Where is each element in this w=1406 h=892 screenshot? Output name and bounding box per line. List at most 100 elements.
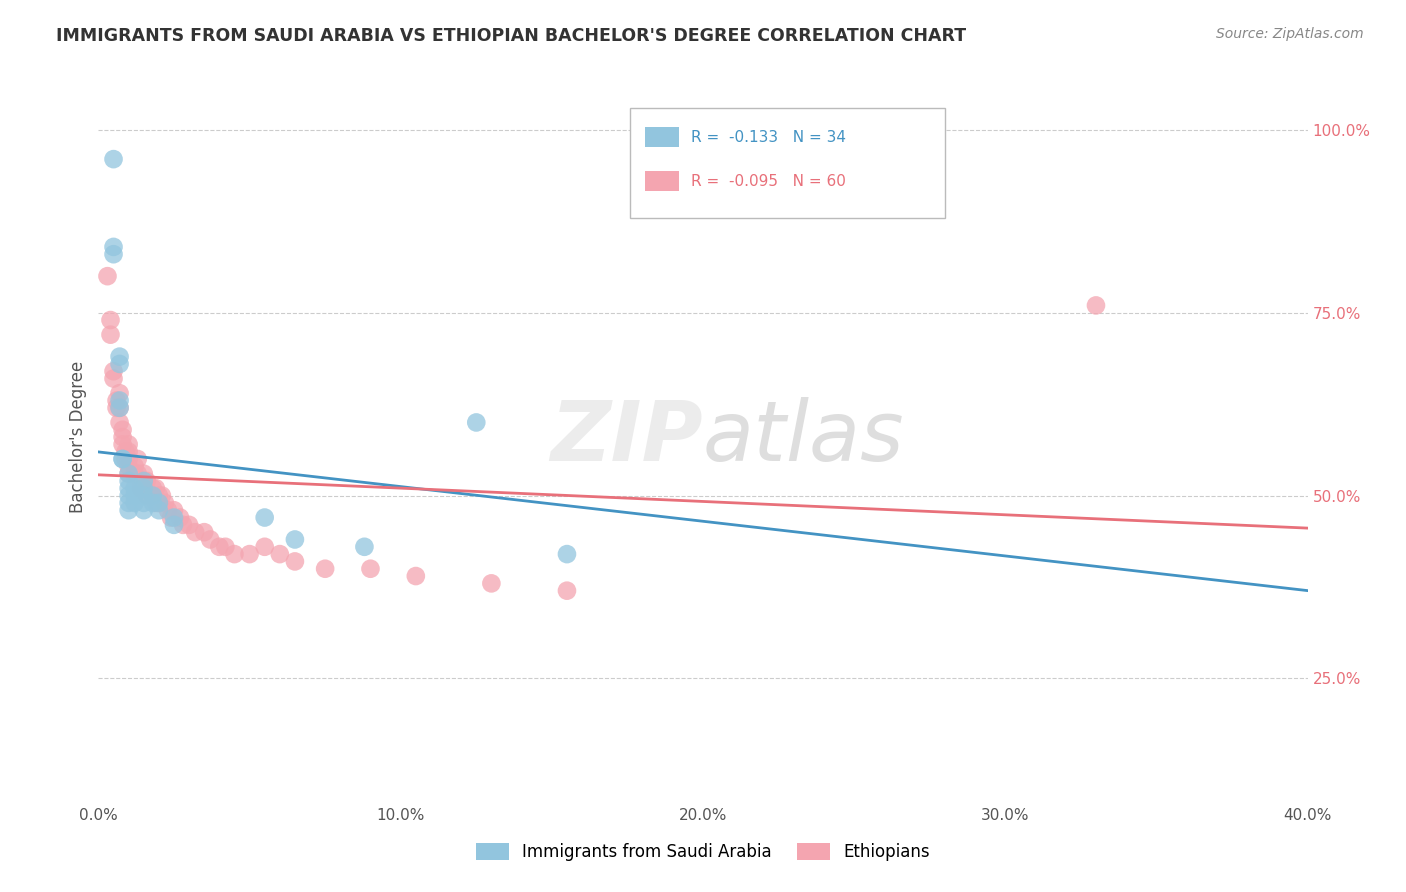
Point [132,481,155,495]
Point [405,569,427,583]
Text: Source: ZipAtlas.com: Source: ZipAtlas.com [1216,27,1364,41]
Point [163,517,186,532]
Point [129,474,152,488]
Point [108,357,131,371]
Point [132,481,155,495]
Point [132,474,155,488]
Point [114,452,136,467]
Point [108,401,131,415]
Point [118,489,141,503]
Point [111,423,134,437]
Point [284,533,307,547]
Point [153,496,176,510]
Point [481,576,503,591]
Point [142,489,165,503]
Point [103,240,125,254]
Point [145,481,167,495]
Point [124,489,146,503]
Point [118,503,141,517]
Point [105,401,128,415]
Y-axis label: Bachelor's Degree: Bachelor's Degree [69,361,87,513]
Point [193,525,215,540]
Point [129,481,152,495]
Point [172,517,194,532]
Point [118,437,141,451]
Point [555,547,578,561]
Point [142,496,165,510]
Point [118,444,141,458]
Point [118,467,141,481]
Bar [645,127,679,147]
Point [111,452,134,467]
Point [108,401,131,415]
Text: atlas: atlas [703,397,904,477]
Point [214,540,236,554]
Point [169,510,191,524]
Point [179,517,201,532]
Point [100,313,122,327]
Point [148,496,170,510]
Point [132,489,155,503]
Point [108,350,131,364]
Point [103,364,125,378]
Point [160,510,183,524]
Point [200,533,222,547]
Point [103,152,125,166]
Point [1085,298,1108,312]
Point [124,459,146,474]
Point [142,489,165,503]
Point [108,393,131,408]
Point [127,467,149,481]
Point [96,269,118,284]
Point [135,489,157,503]
Point [114,444,136,458]
Point [284,554,307,568]
Point [103,247,125,261]
Point [124,496,146,510]
Point [118,459,141,474]
Point [111,452,134,467]
Point [111,430,134,444]
Bar [630,108,945,218]
Text: IMMIGRANTS FROM SAUDI ARABIA VS ETHIOPIAN BACHELOR'S DEGREE CORRELATION CHART: IMMIGRANTS FROM SAUDI ARABIA VS ETHIOPIA… [56,27,966,45]
Point [253,510,276,524]
Point [118,496,141,510]
Point [253,540,276,554]
Point [148,503,170,517]
Point [100,327,122,342]
Text: R =  -0.095   N = 60: R = -0.095 N = 60 [690,174,846,188]
Point [208,540,231,554]
Point [239,547,262,561]
Point [163,503,186,517]
Point [124,481,146,495]
Point [148,489,170,503]
Point [150,489,173,503]
Point [353,540,375,554]
Point [118,481,141,495]
Point [118,452,141,467]
Point [132,467,155,481]
Point [163,510,186,524]
Point [124,467,146,481]
Point [142,481,165,495]
Point [118,467,141,481]
Point [156,503,179,517]
Point [132,503,155,517]
Point [111,437,134,451]
Text: R =  -0.133   N = 34: R = -0.133 N = 34 [690,129,846,145]
Point [132,496,155,510]
Point [555,583,578,598]
Point [314,562,336,576]
Point [108,386,131,401]
Point [103,371,125,385]
Point [145,496,167,510]
Point [135,474,157,488]
Text: ZIP: ZIP [550,397,703,477]
Legend: Immigrants from Saudi Arabia, Ethiopians: Immigrants from Saudi Arabia, Ethiopians [470,836,936,868]
Bar [645,171,679,191]
Point [105,393,128,408]
Point [127,452,149,467]
Point [184,525,207,540]
Point [360,562,382,576]
Point [118,474,141,488]
